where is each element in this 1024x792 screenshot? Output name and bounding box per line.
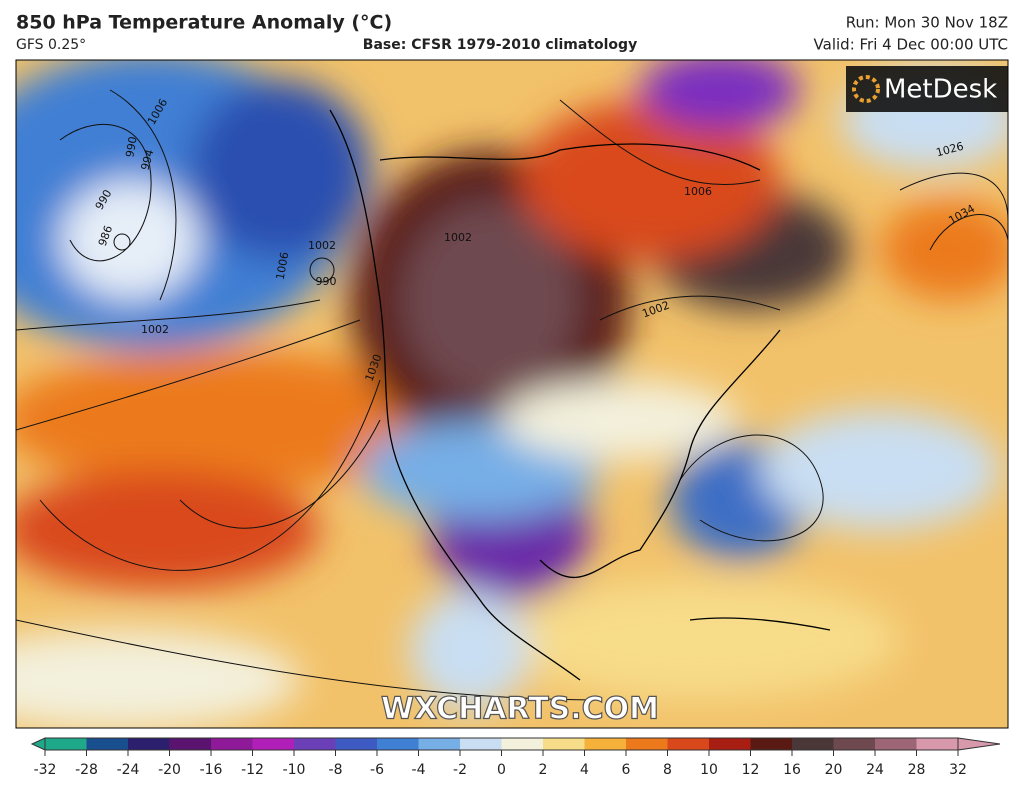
colorbar-segment: [128, 738, 170, 750]
run-info: Run: Mon 30 Nov 18Z: [846, 14, 1008, 32]
colorbar-tick-label: 32: [949, 762, 967, 778]
colorbar-segment: [792, 738, 834, 750]
colorbar-tick-label: 12: [742, 762, 760, 778]
colorbar-segment: [252, 738, 295, 750]
coastlines: [329, 109, 831, 681]
title: 850 hPa Temperature Anomaly (°C): [16, 12, 392, 34]
logo: MetDesk: [884, 75, 997, 105]
colorbar-tick-label: 0: [497, 762, 506, 778]
valid-info: Valid: Fri 4 Dec 00:00 UTC: [814, 36, 1008, 54]
colorbar-tick-label: -2: [453, 762, 467, 778]
colorbar-tick-label: 6: [622, 762, 631, 778]
colorbar-tick-label: -12: [241, 762, 264, 778]
colorbar-tick-label: -28: [75, 762, 98, 778]
colorbar-segment: [86, 738, 129, 750]
colorbar-segment: [501, 738, 544, 750]
colorbar-tick-label: 24: [866, 762, 884, 778]
colorbar-tick-label: 8: [663, 762, 672, 778]
isobar-label: 994: [139, 148, 157, 172]
model: GFS 0.25°: [16, 37, 86, 53]
colorbar-tick-label: 16: [783, 762, 801, 778]
colorbar-segment: [169, 738, 212, 750]
map: WXCHARTS.COM MetDesk: [16, 60, 1008, 728]
colorbar-tick-label: -4: [412, 762, 426, 778]
colorbar-segment: [543, 738, 585, 750]
colorbar-segment: [377, 738, 419, 750]
colorbar-segment: [833, 738, 876, 750]
map-frame: [15, 59, 1009, 729]
colorbar-arrow: [957, 737, 1001, 751]
watermark: WXCHARTS.COM: [381, 692, 659, 727]
colorbar-segment: [667, 738, 710, 750]
colorbar-segment: [875, 738, 917, 750]
base-info: Base: CFSR 1979-2010 climatology: [363, 37, 637, 53]
colorbar-segment: [418, 738, 461, 750]
colorbar-segment: [460, 738, 502, 750]
isobars: [16, 89, 1008, 701]
isobar-label: 1006: [684, 185, 712, 198]
colorbar-tick-label: 28: [908, 762, 926, 778]
colorbar: -32 -28 -24 -20 -16 -12 -10 -8 -6 -4 -2 0 2 4 6 8 10 12 16…: [30, 737, 1001, 778]
colorbar-segment: [584, 738, 627, 750]
colorbar-tick-label: -32: [34, 762, 57, 778]
colorbar-segment: [750, 738, 793, 750]
colorbar-segment: [294, 738, 336, 750]
colorbar-tick-label: 2: [539, 762, 548, 778]
colorbar-tick-label: -16: [200, 762, 223, 778]
colorbar-tick-label: -6: [370, 762, 384, 778]
isobar-label: 1002: [308, 239, 336, 252]
isobar-label: 1002: [141, 323, 169, 336]
colorbar-segment: [211, 738, 253, 750]
colorbar-tick-label: -8: [329, 762, 343, 778]
colorbar-segment: [709, 738, 751, 750]
isobar-label: 1002: [444, 231, 472, 244]
colorbar-tick-label: 20: [825, 762, 843, 778]
colorbar-segment: [916, 738, 959, 750]
colorbar-tick-label: -10: [283, 762, 306, 778]
colorbar-tick-label: -24: [117, 762, 140, 778]
isobar-label: 990: [123, 135, 139, 158]
colorbar-tick-label: 10: [700, 762, 718, 778]
colorbar-tick-label: -20: [158, 762, 181, 778]
colorbar-tick-label: 4: [580, 762, 589, 778]
colorbar-segment: [45, 738, 87, 750]
isobar-label: 1006: [274, 251, 292, 281]
isobar-label: 990: [316, 275, 337, 288]
colorbar-segment: [335, 738, 378, 750]
colorbar-segment: [626, 738, 668, 750]
